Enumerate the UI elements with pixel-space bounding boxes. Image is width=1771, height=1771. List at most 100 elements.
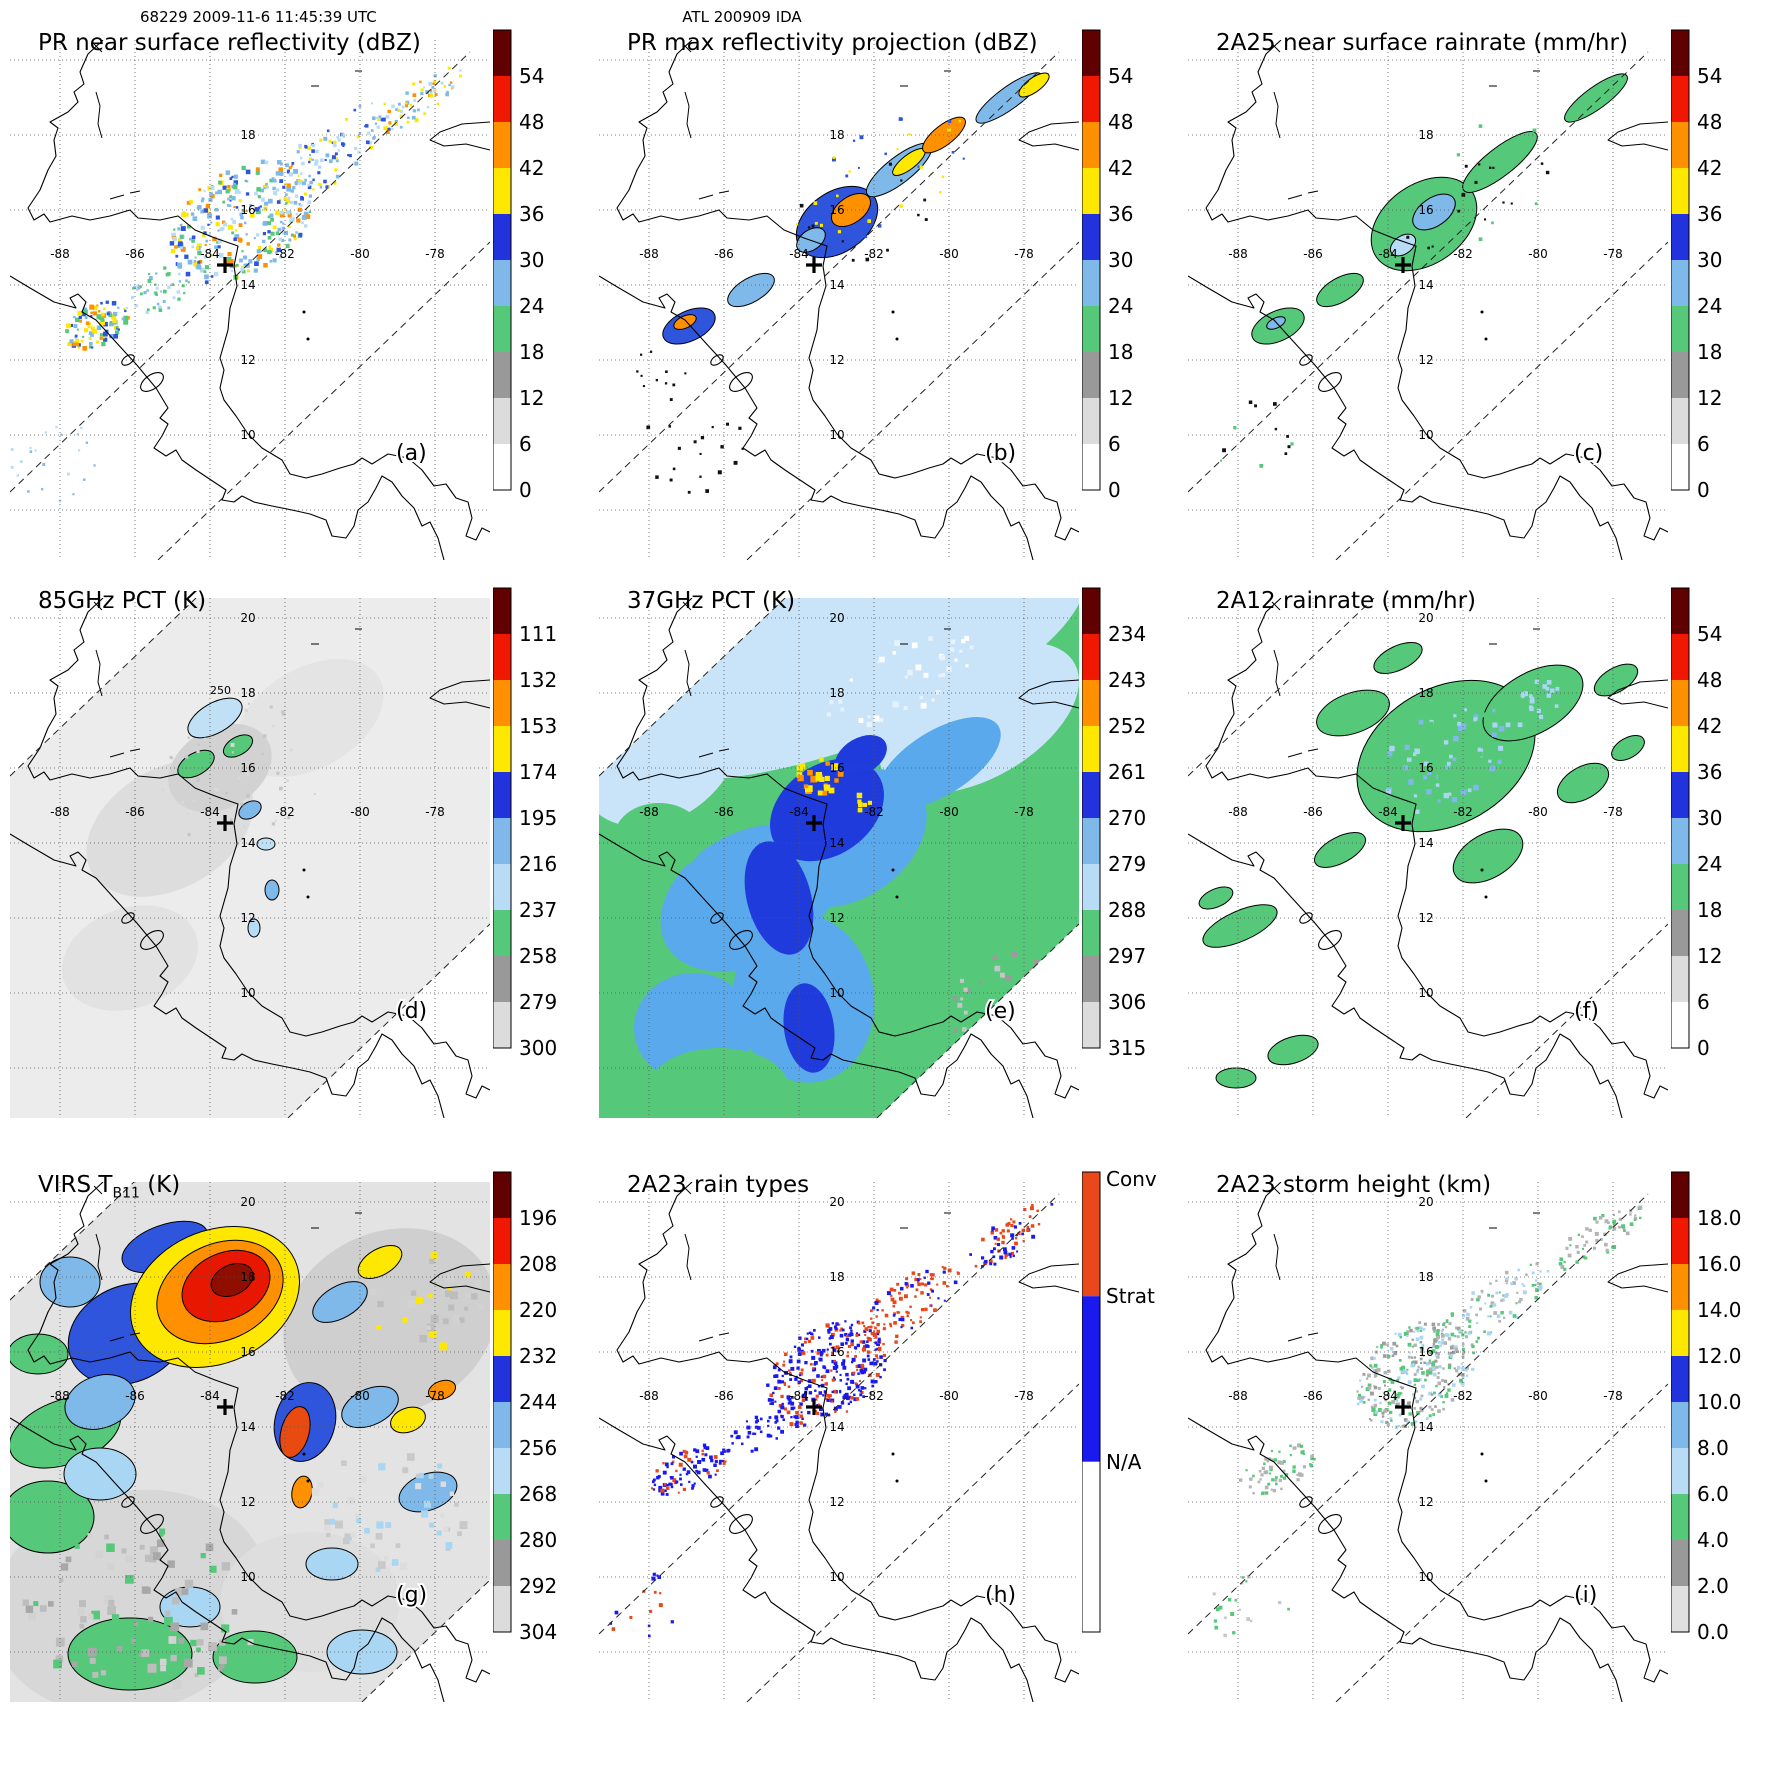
lat-label: 14 xyxy=(1418,278,1433,292)
lon-label: -80 xyxy=(939,805,959,819)
colorbar-tick-label: 18 xyxy=(519,340,544,364)
storm-center-marker xyxy=(806,257,822,273)
lat-label: 18 xyxy=(240,1270,255,1284)
lon-label: -88 xyxy=(50,1389,70,1403)
colorbar-tick-label: 244 xyxy=(519,1390,557,1414)
storm-center-marker xyxy=(806,1399,822,1415)
lon-label: -80 xyxy=(939,247,959,261)
overpass-id-header: 68229 2009-11-6 11:45:39 UTC xyxy=(140,8,377,26)
graticule xyxy=(599,40,1079,560)
lon-label: -78 xyxy=(425,1389,445,1403)
lat-label: 12 xyxy=(829,1495,844,1509)
panel-letter: (h) xyxy=(985,1583,1016,1608)
lat-label: 12 xyxy=(240,353,255,367)
colorbar-tick-label: 252 xyxy=(1108,714,1146,738)
graticule xyxy=(10,40,490,560)
colorbar-tick-label: Strat xyxy=(1106,1284,1155,1308)
colorbar-tick-label: Conv xyxy=(1106,1168,1157,1191)
lon-label: -80 xyxy=(939,1389,959,1403)
colorbar-tick-label: 30 xyxy=(1108,248,1133,272)
colorbar-tick-label: 153 xyxy=(519,714,557,738)
colorbar-tick-label: 48 xyxy=(1697,110,1722,134)
panel-c: 2A25 near surface rainrate (mm/hr) 18 16 14… xyxy=(1186,26,1766,586)
colorbar-tick-label: 297 xyxy=(1108,944,1146,968)
colorbar-tick-label: 6 xyxy=(1697,432,1710,456)
lon-label: -78 xyxy=(1014,247,1034,261)
colorbar-tick-label: 16.0 xyxy=(1697,1252,1742,1276)
panel-title: 2A25 near surface rainrate (mm/hr) xyxy=(1216,30,1628,56)
data-overlay xyxy=(1220,73,1628,468)
swath-edge-lines xyxy=(1188,598,1668,1118)
lon-label: -86 xyxy=(1303,1389,1323,1403)
colorbar-tick-label: 12 xyxy=(519,386,544,410)
colorbar-tick-label: 232 xyxy=(519,1344,557,1368)
lat-label: 20 xyxy=(1418,611,1433,625)
swath-edge-lines xyxy=(10,1182,490,1702)
swath-edge-lines xyxy=(10,598,490,1118)
panel-letter: (a) xyxy=(396,441,427,466)
lat-label: 18 xyxy=(829,128,844,142)
colorbar-tick-label: 306 xyxy=(1108,990,1146,1014)
colorbar-tick-label: 42 xyxy=(1108,156,1133,180)
lon-label: -86 xyxy=(1303,805,1323,819)
lat-label: 12 xyxy=(829,353,844,367)
panel-title: 2A23 rain types xyxy=(627,1172,810,1198)
lat-label: 14 xyxy=(1418,836,1433,850)
coastline xyxy=(1188,598,1668,1118)
colorbar-tick-label: 24 xyxy=(1697,294,1722,318)
colorbar-tick-label: 18 xyxy=(1697,898,1722,922)
lon-label: -86 xyxy=(125,1389,145,1403)
lon-label: -80 xyxy=(1528,247,1548,261)
colorbar-tick-label: 54 xyxy=(1697,622,1722,646)
lon-label: -88 xyxy=(50,805,70,819)
coastline xyxy=(599,598,1079,1118)
lon-label: -86 xyxy=(125,805,145,819)
coastline xyxy=(1188,40,1668,560)
lon-label: -82 xyxy=(1453,1389,1473,1403)
data-overlay xyxy=(1212,1205,1643,1638)
colorbar-tick-label: 48 xyxy=(1697,668,1722,692)
lat-label: 12 xyxy=(1418,1495,1433,1509)
colorbar: Conv Strat N/A xyxy=(1082,1168,1157,1633)
lat-label: 14 xyxy=(240,278,255,292)
colorbar: 111 132 153 174 195 216 237 258 279 300 xyxy=(493,587,557,1060)
graticule xyxy=(599,1182,1079,1702)
lat-label: 20 xyxy=(829,1195,844,1209)
colorbar-tick-label: 42 xyxy=(1697,714,1722,738)
lon-label: -78 xyxy=(1014,805,1034,819)
colorbar-tick-label: 10.0 xyxy=(1697,1390,1742,1414)
lat-label: 20 xyxy=(829,611,844,625)
data-overlay xyxy=(599,598,1079,1118)
graticule xyxy=(599,598,1079,1118)
lat-label: 16 xyxy=(1418,1345,1433,1359)
colorbar-tick-label: 14.0 xyxy=(1697,1298,1742,1322)
lon-label: -78 xyxy=(425,247,445,261)
swath-edge-lines xyxy=(599,1193,1079,1702)
colorbar-tick-label: 237 xyxy=(519,898,557,922)
panel-letter: (d) xyxy=(396,999,427,1024)
lat-label: 16 xyxy=(829,203,844,217)
colorbar-tick-label: 6 xyxy=(1108,432,1121,456)
colorbar-tick-label: 4.0 xyxy=(1697,1528,1729,1552)
swath-edge-lines xyxy=(1188,1193,1668,1702)
colorbar-tick-label: 0 xyxy=(1697,478,1710,502)
panel-a: PR near surface reflectivity (dBZ) 18 16 14… xyxy=(8,26,588,586)
data-overlay xyxy=(609,1203,1054,1638)
panel-letter: (c) xyxy=(1574,441,1603,466)
colorbar-tick-label: 234 xyxy=(1108,622,1146,646)
lon-label: -84 xyxy=(789,1389,809,1403)
colorbar-tick-label: 216 xyxy=(519,852,557,876)
swath-edge-lines xyxy=(599,51,1079,560)
panel-d: 85GHz PCT (K) 20 18 16 14 12 10 -88 -86 -84 -82 -80… xyxy=(8,584,588,1144)
lon-label: -86 xyxy=(1303,247,1323,261)
colorbar-tick-label: 12 xyxy=(1108,386,1133,410)
lon-label: -82 xyxy=(1453,805,1473,819)
coastline xyxy=(1188,1182,1668,1702)
